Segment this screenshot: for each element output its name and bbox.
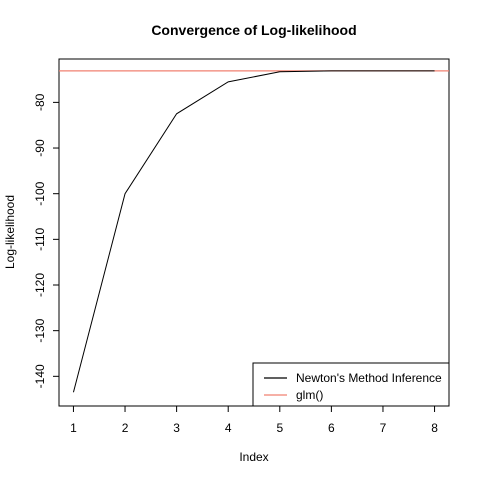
x-tick-label: 5 [276, 421, 283, 435]
y-tick-label: -100 [33, 181, 47, 205]
newton-method-series-line [72, 70, 435, 393]
x-tick-label: 3 [173, 421, 180, 435]
y-tick-label: -90 [33, 139, 47, 157]
x-tick-label: 8 [431, 421, 438, 435]
x-tick-label: 6 [328, 421, 335, 435]
x-tick-label: 1 [70, 421, 77, 435]
chart-title: Convergence of Log-likelihood [151, 22, 356, 38]
legend-box [252, 362, 450, 407]
x-axis-label: Index [239, 450, 268, 464]
x-tick-label: 4 [225, 421, 232, 435]
legend-label-newton: Newton's Method Inference [296, 371, 442, 385]
y-tick-label: -110 [33, 227, 47, 250]
y-tick-label: -140 [33, 364, 47, 388]
x-tick-label: 7 [380, 421, 387, 435]
x-tick-label: 2 [122, 421, 129, 435]
y-tick-label: -120 [33, 273, 47, 297]
plot-border [58, 58, 450, 407]
y-axis-label: Log-likelihood [3, 195, 17, 269]
y-tick-label: -80 [33, 93, 47, 111]
y-tick-label: -130 [33, 318, 47, 342]
legend-label-glm: glm() [296, 388, 323, 402]
